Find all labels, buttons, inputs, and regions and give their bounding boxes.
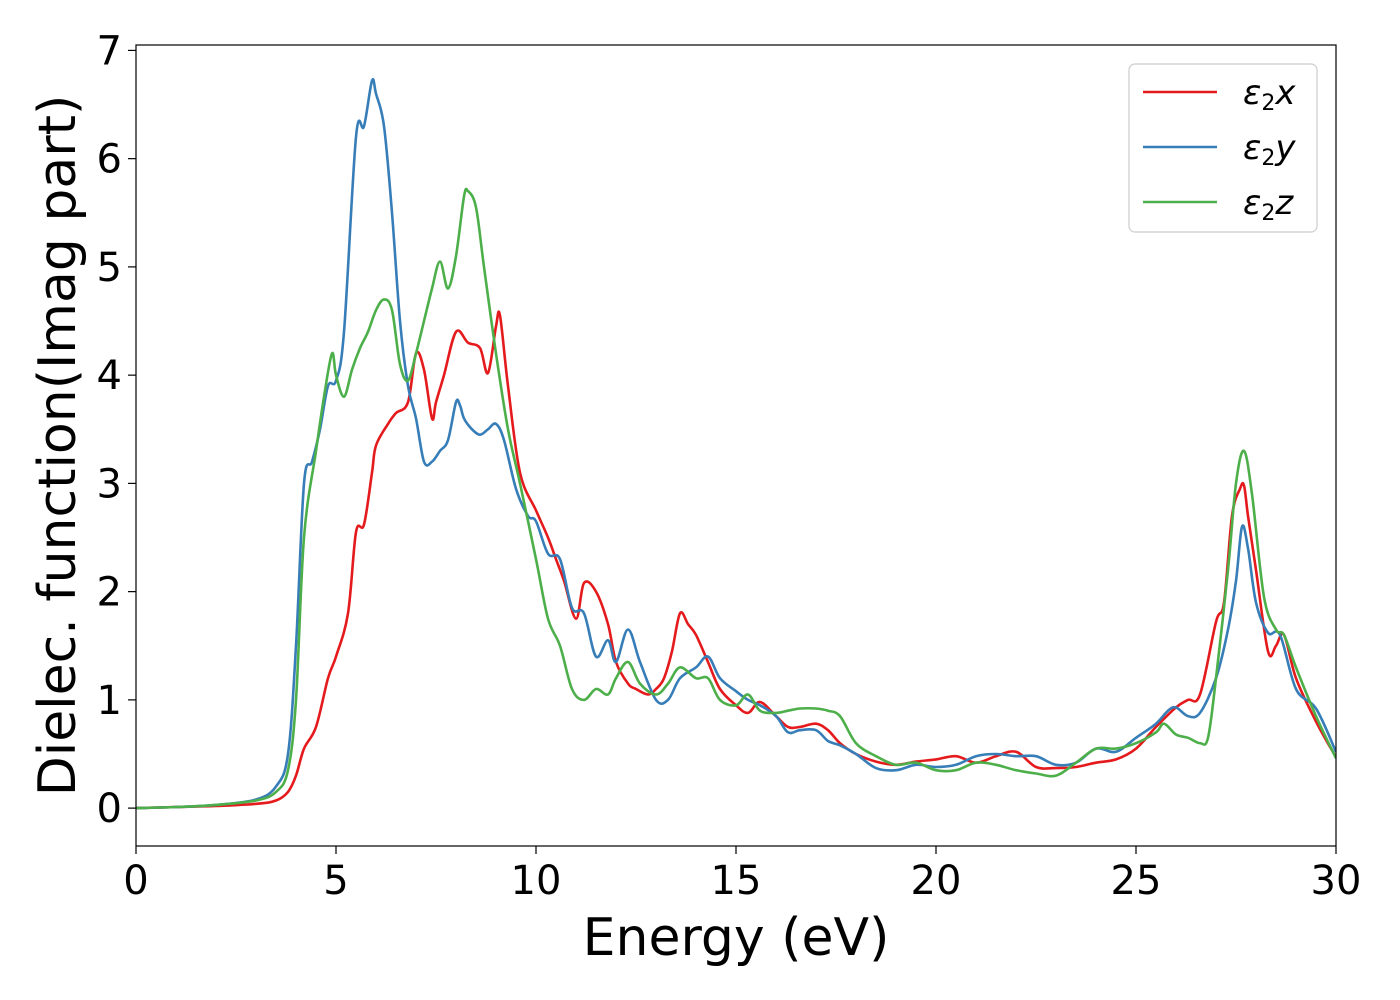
y-tick-label: 0 [97, 786, 122, 832]
y-tick-label: 6 [97, 137, 122, 183]
y-tick-label: 5 [97, 245, 122, 291]
y-tick-label: 1 [97, 678, 122, 724]
y-tick-label: 4 [97, 353, 122, 399]
y-tick-label: 2 [97, 570, 122, 616]
series-layer [136, 78, 1336, 810]
legend-label: ε2y [1243, 128, 1296, 171]
legend: ε2x ε2y ε2z [1128, 63, 1318, 233]
legend-label: ε2x [1243, 73, 1296, 116]
x-tick-label: 0 [123, 858, 148, 904]
legend-label: ε2z [1243, 183, 1294, 226]
y-tick-label: 3 [97, 461, 122, 507]
y-axis-label: Dielec. function(Imag part) [28, 95, 88, 797]
x-tick-label: 10 [511, 858, 562, 904]
y-axis-ticks: 0 1 2 3 4 5 6 7 [97, 28, 136, 832]
legend-box [1128, 63, 1318, 233]
y-tick-label: 7 [97, 28, 122, 74]
x-axis-label: Energy (eV) [583, 908, 890, 968]
series-line-y [136, 78, 1336, 810]
x-axis-ticks: 0 5 10 15 20 25 30 [123, 846, 1361, 904]
x-tick-label: 15 [711, 858, 762, 904]
x-tick-label: 5 [323, 858, 348, 904]
series-line-z [136, 187, 1336, 810]
x-tick-label: 30 [1311, 858, 1362, 904]
x-tick-label: 20 [911, 858, 962, 904]
x-tick-label: 25 [1111, 858, 1162, 904]
